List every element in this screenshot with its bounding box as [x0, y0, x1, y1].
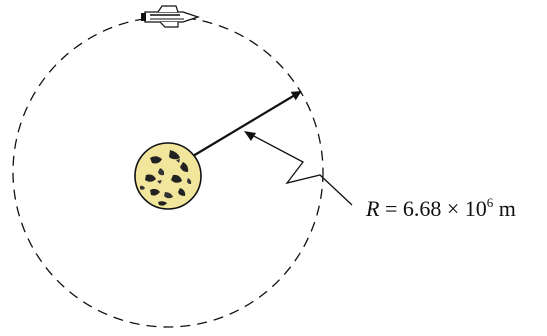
radius-mantissa: 6.68: [402, 196, 442, 221]
planet-icon: [134, 142, 202, 210]
times-sign: ×: [441, 196, 465, 221]
radius-label: R = 6.68 × 106 m: [366, 196, 516, 220]
radius-symbol: R: [366, 196, 380, 221]
spacecraft-icon: [141, 5, 201, 28]
label-leader-arrowhead: [244, 131, 256, 141]
label-leader-line: [249, 133, 353, 206]
equals-sign: =: [379, 196, 403, 221]
radius-arrow: [192, 90, 302, 157]
radius-exponent: 6: [486, 195, 494, 210]
radius-base: 10: [464, 196, 487, 221]
radius-unit: m: [493, 196, 516, 221]
orbit-path: [12, 16, 324, 328]
